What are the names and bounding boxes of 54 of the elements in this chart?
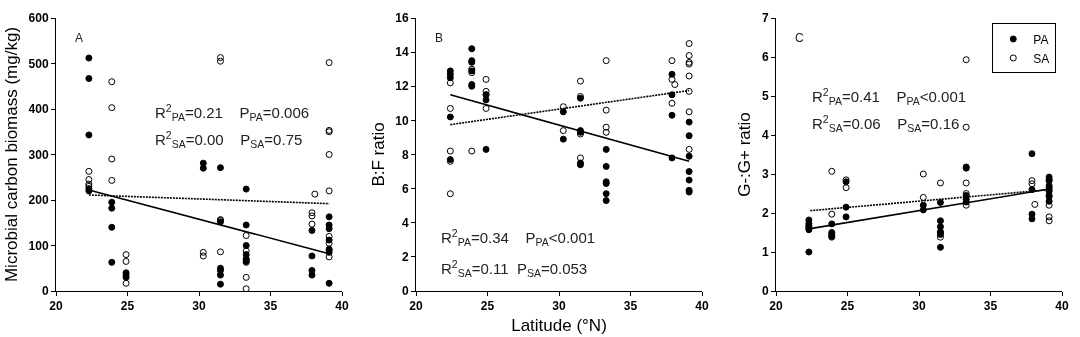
x-tick-label: 30 — [192, 299, 206, 314]
y-tick-label: 0 — [401, 284, 409, 299]
x-tick-label: 25 — [840, 299, 855, 314]
y-axis-title: G-:G+ ratio — [735, 112, 755, 197]
y-axis-title: B:F ratio — [368, 122, 388, 187]
annotation: R$^{2}$$_{PA}$=0.21 P$_{PA}$=0.006 — [155, 102, 310, 124]
annotation: C — [795, 31, 804, 45]
y-tick-label: 7 — [761, 11, 769, 26]
x-tick-label: 20 — [409, 299, 423, 314]
annotation: R$^{2}$$_{PA}$=0.34 P$_{PA}$<0.001 — [441, 227, 596, 249]
annotation: R$^{2}$$_{PA}$=0.41 P$_{PA}$<0.001 — [812, 86, 967, 108]
y-tick-label: 0 — [761, 284, 769, 299]
y-tick-label: 16 — [395, 11, 409, 26]
annotation: R$^{2}$$_{SA}$=0.06 P$_{SA}$=0.16 — [812, 113, 960, 135]
y-tick-label: 2 — [401, 250, 409, 265]
x-tick-label: 20 — [769, 299, 783, 314]
y-tick-label: 300 — [28, 147, 49, 162]
y-tick-label: 400 — [28, 102, 49, 117]
y-tick-label: 4 — [401, 215, 409, 230]
x-tick-label: 20 — [49, 299, 63, 314]
y-tick-label: 200 — [28, 193, 49, 208]
x-tick-label: 30 — [912, 299, 926, 314]
x-tick-label: 25 — [480, 299, 495, 314]
x-tick-label: 35 — [263, 299, 278, 314]
x-tick-label: 25 — [120, 299, 135, 314]
y-tick-label: 5 — [761, 89, 769, 104]
x-tick-label: 40 — [695, 299, 709, 314]
y-axis-title: Microbial carbon biomass (mg/kg) — [2, 26, 22, 283]
annotation: B — [435, 31, 444, 45]
y-tick-label: 6 — [761, 50, 769, 65]
y-tick-label: 2 — [761, 206, 769, 221]
x-axis-title: Latitude (°N) — [511, 315, 607, 335]
y-tick-label: 500 — [28, 56, 49, 71]
x-tick-label: 40 — [335, 299, 349, 314]
y-tick-label: 4 — [761, 128, 769, 143]
x-tick-label: 35 — [983, 299, 998, 314]
annotation: A — [75, 31, 84, 45]
y-tick-label: 100 — [28, 238, 49, 253]
y-tick-label: 12 — [395, 79, 409, 94]
y-tick-label: 1 — [761, 245, 769, 260]
annotation: R$^{2}$$_{SA}$=0.11 P$_{SA}$=0.053 — [441, 258, 588, 280]
y-tick-label: 600 — [28, 11, 49, 26]
annotation: R$^{2}$$_{SA}$=0.00 P$_{SA}$=0.75 — [155, 129, 303, 151]
y-tick-label: 3 — [761, 167, 769, 182]
x-tick-label: 35 — [623, 299, 638, 314]
y-tick-label: 6 — [401, 181, 409, 196]
y-tick-label: 14 — [395, 45, 409, 60]
y-tick-label: 0 — [41, 284, 49, 299]
y-tick-label: 8 — [401, 147, 409, 162]
legend-label: SA — [1033, 51, 1050, 66]
x-tick-label: 30 — [552, 299, 566, 314]
legend-label: PA — [1033, 32, 1049, 47]
y-tick-label: 10 — [395, 113, 409, 128]
x-tick-label: 40 — [1055, 299, 1069, 314]
